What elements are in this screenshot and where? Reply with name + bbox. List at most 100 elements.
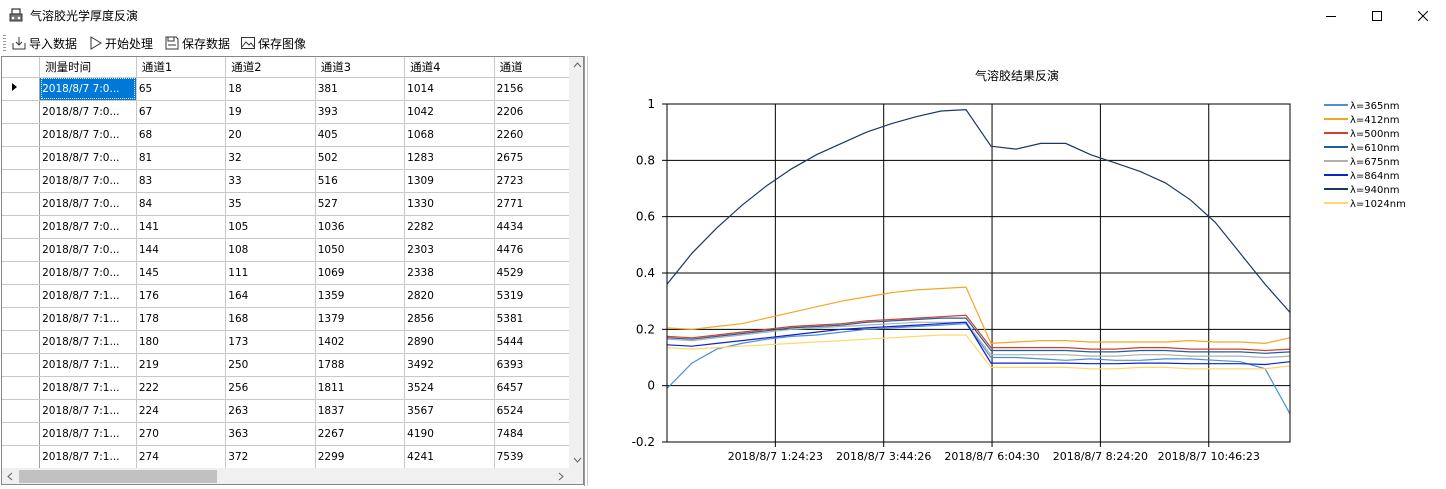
row-header[interactable]	[2, 215, 41, 239]
column-header[interactable]: 测量时间	[39, 57, 137, 78]
channel-cell[interactable]: 1050	[315, 238, 406, 262]
row-header[interactable]	[2, 238, 41, 262]
channel-cell[interactable]: 141	[136, 215, 227, 239]
table-row[interactable]: 2018/8/7 7:0... 145 111 1069 2338 4529	[2, 261, 583, 285]
table-row[interactable]: 2018/8/7 7:1... 274 372 2299 4241 7539	[2, 445, 583, 469]
channel-cell[interactable]: 274	[136, 445, 227, 469]
channel-cell[interactable]: 105	[225, 215, 316, 239]
time-cell[interactable]: 2018/8/7 7:0...	[39, 100, 137, 124]
table-row[interactable]: 2018/8/7 7:1... 270 363 2267 4190 7484	[2, 422, 583, 446]
channel-cell[interactable]: 372	[225, 445, 316, 469]
channel-cell[interactable]: 1359	[315, 284, 406, 308]
channel-cell[interactable]: 164	[225, 284, 316, 308]
row-header[interactable]	[2, 261, 41, 285]
channel-cell[interactable]: 7484	[494, 422, 583, 446]
table-row[interactable]: 2018/8/7 7:1... 219 250 1788 3492 6393	[2, 353, 583, 377]
column-header[interactable]: 通道	[494, 57, 583, 78]
channel-cell[interactable]: 144	[136, 238, 227, 262]
channel-cell[interactable]: 5319	[494, 284, 583, 308]
channel-cell[interactable]: 1788	[315, 353, 406, 377]
time-cell[interactable]: 2018/8/7 7:0...	[39, 123, 137, 147]
import-data-button[interactable]: 导入数据	[11, 34, 77, 52]
channel-cell[interactable]: 6393	[494, 353, 583, 377]
channel-cell[interactable]: 180	[136, 330, 227, 354]
channel-cell[interactable]: 2820	[404, 284, 495, 308]
row-header[interactable]	[2, 77, 41, 101]
start-processing-button[interactable]: 开始处理	[89, 34, 153, 52]
channel-cell[interactable]: 502	[315, 146, 406, 170]
channel-cell[interactable]: 4529	[494, 261, 583, 285]
channel-cell[interactable]: 5444	[494, 330, 583, 354]
column-header[interactable]: 通道2	[225, 57, 316, 78]
channel-cell[interactable]: 250	[225, 353, 316, 377]
row-header[interactable]	[2, 146, 41, 170]
table-row[interactable]: 2018/8/7 7:0... 144 108 1050 2303 4476	[2, 238, 583, 262]
horizontal-scrollbar[interactable]	[2, 468, 569, 485]
horizontal-scroll-thumb[interactable]	[19, 470, 217, 483]
channel-cell[interactable]: 2267	[315, 422, 406, 446]
scroll-up-icon[interactable]	[569, 57, 584, 74]
channel-cell[interactable]: 516	[315, 169, 406, 193]
channel-cell[interactable]: 7539	[494, 445, 583, 469]
scroll-left-icon[interactable]	[2, 468, 19, 485]
channel-cell[interactable]: 65	[136, 77, 227, 101]
table-row[interactable]: 2018/8/7 7:0... 68 20 405 1068 2260	[2, 123, 583, 147]
channel-cell[interactable]: 20	[225, 123, 316, 147]
time-cell[interactable]: 2018/8/7 7:0...	[39, 192, 137, 216]
channel-cell[interactable]: 224	[136, 399, 227, 423]
channel-cell[interactable]: 6457	[494, 376, 583, 400]
channel-cell[interactable]: 270	[136, 422, 227, 446]
time-cell[interactable]: 2018/8/7 7:0...	[39, 77, 137, 101]
minimize-button[interactable]	[1308, 0, 1354, 31]
channel-cell[interactable]: 381	[315, 77, 406, 101]
time-cell[interactable]: 2018/8/7 7:1...	[39, 445, 137, 469]
channel-cell[interactable]: 6524	[494, 399, 583, 423]
channel-cell[interactable]: 145	[136, 261, 227, 285]
channel-cell[interactable]: 81	[136, 146, 227, 170]
time-cell[interactable]: 2018/8/7 7:1...	[39, 307, 137, 331]
table-row[interactable]: 2018/8/7 7:0... 67 19 393 1042 2206	[2, 100, 583, 124]
channel-cell[interactable]: 178	[136, 307, 227, 331]
column-header[interactable]: 通道3	[315, 57, 406, 78]
channel-cell[interactable]: 32	[225, 146, 316, 170]
channel-cell[interactable]: 67	[136, 100, 227, 124]
save-image-button[interactable]: 保存图像	[240, 34, 306, 52]
table-row[interactable]: 2018/8/7 7:1... 224 263 1837 3567 6524	[2, 399, 583, 423]
close-button[interactable]	[1400, 0, 1446, 31]
channel-cell[interactable]: 1379	[315, 307, 406, 331]
row-header[interactable]	[2, 399, 41, 423]
channel-cell[interactable]: 2338	[404, 261, 495, 285]
channel-cell[interactable]: 1402	[315, 330, 406, 354]
channel-cell[interactable]: 2303	[404, 238, 495, 262]
scroll-right-icon[interactable]	[552, 468, 569, 485]
channel-cell[interactable]: 263	[225, 399, 316, 423]
channel-cell[interactable]: 1283	[404, 146, 495, 170]
time-cell[interactable]: 2018/8/7 7:1...	[39, 353, 137, 377]
channel-cell[interactable]: 4476	[494, 238, 583, 262]
channel-cell[interactable]: 68	[136, 123, 227, 147]
time-cell[interactable]: 2018/8/7 7:0...	[39, 215, 137, 239]
row-header[interactable]	[2, 307, 41, 331]
time-cell[interactable]: 2018/8/7 7:1...	[39, 376, 137, 400]
table-row[interactable]: 2018/8/7 7:1... 180 173 1402 2890 5444	[2, 330, 583, 354]
channel-cell[interactable]: 1309	[404, 169, 495, 193]
time-cell[interactable]: 2018/8/7 7:1...	[39, 284, 137, 308]
channel-cell[interactable]: 1837	[315, 399, 406, 423]
channel-cell[interactable]: 111	[225, 261, 316, 285]
channel-cell[interactable]: 176	[136, 284, 227, 308]
channel-cell[interactable]: 33	[225, 169, 316, 193]
table-row[interactable]: 2018/8/7 7:0... 65 18 381 1014 2156	[2, 77, 583, 101]
vertical-scrollbar[interactable]	[569, 57, 584, 468]
table-row[interactable]: 2018/8/7 7:0... 83 33 516 1309 2723	[2, 169, 583, 193]
channel-cell[interactable]: 2856	[404, 307, 495, 331]
channel-cell[interactable]: 222	[136, 376, 227, 400]
channel-cell[interactable]: 363	[225, 422, 316, 446]
channel-cell[interactable]: 219	[136, 353, 227, 377]
toolbar-grip[interactable]	[3, 35, 6, 51]
time-cell[interactable]: 2018/8/7 7:0...	[39, 146, 137, 170]
channel-cell[interactable]: 1042	[404, 100, 495, 124]
row-header[interactable]	[2, 169, 41, 193]
table-row[interactable]: 2018/8/7 7:1... 178 168 1379 2856 5381	[2, 307, 583, 331]
channel-cell[interactable]: 2890	[404, 330, 495, 354]
channel-cell[interactable]: 3492	[404, 353, 495, 377]
